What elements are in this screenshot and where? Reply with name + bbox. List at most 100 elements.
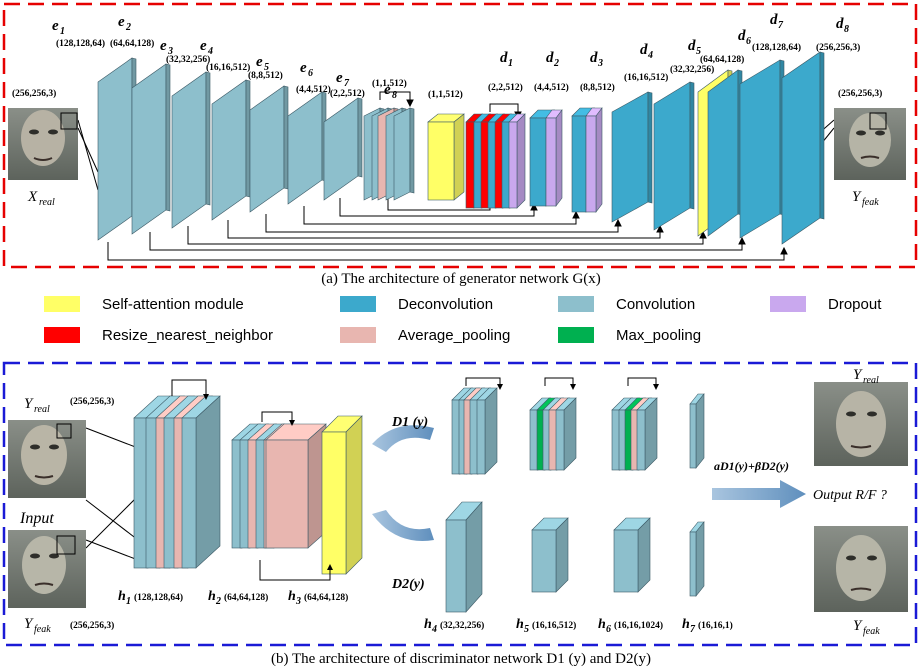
disc-label-h5: h 5 (16,16,512) xyxy=(516,617,576,635)
face-y-feak-left xyxy=(8,530,86,608)
svg-text:3: 3 xyxy=(167,46,173,57)
svg-text:6: 6 xyxy=(308,68,313,79)
h1-sub-layer xyxy=(181,395,221,569)
encoder-label-e6: e 6 (4,4,512) xyxy=(296,60,331,95)
svg-text:(4,4,512): (4,4,512) xyxy=(296,84,331,95)
input-connector xyxy=(85,495,139,549)
svg-text:7: 7 xyxy=(778,20,784,31)
svg-text:6: 6 xyxy=(606,624,611,635)
disc-block-h6 xyxy=(613,517,651,593)
svg-text:Y: Y xyxy=(852,189,862,205)
svg-text:(32,32,256): (32,32,256) xyxy=(670,64,714,75)
decoder-label-d1: d 1 (2,2,512) xyxy=(488,50,523,93)
h2-loop-head xyxy=(289,420,295,426)
svg-text:Y: Y xyxy=(853,367,863,383)
input-connector xyxy=(85,499,139,541)
d1-loop xyxy=(489,103,519,114)
legend-label: Self-attention module xyxy=(102,296,244,313)
disc-label-h3: h 3 (64,64,128) xyxy=(288,589,348,607)
h1-loop-head xyxy=(203,394,209,400)
svg-text:(32,32,256): (32,32,256) xyxy=(166,54,210,65)
input-connector xyxy=(77,119,99,191)
split-arrow-d2 xyxy=(372,510,434,541)
skip-connection xyxy=(107,242,785,261)
decoder-label-d3: d 3 (8,8,512) xyxy=(580,50,615,93)
svg-text:2: 2 xyxy=(215,596,221,607)
legend-swatch xyxy=(558,296,594,312)
y-real-left-label: Y real xyxy=(24,396,50,415)
decoder-block-d8 xyxy=(781,51,825,245)
svg-text:(4,4,512): (4,4,512) xyxy=(534,82,569,93)
encoder-block-e8 xyxy=(363,107,415,201)
disc-label-h4: h 4 (32,32,256) xyxy=(424,617,484,635)
d3-dropout xyxy=(585,107,603,213)
y-feak-right-label: Y feak xyxy=(853,618,880,637)
svg-text:h: h xyxy=(598,617,606,632)
d1-loop xyxy=(627,377,657,386)
d1-layer-c xyxy=(636,397,658,471)
skip-arrowhead xyxy=(614,218,622,227)
disc-label-h2: h 2 (64,64,128) xyxy=(208,589,268,607)
svg-text:3: 3 xyxy=(295,596,301,607)
legend-label: Deconvolution xyxy=(398,296,493,313)
svg-text:X: X xyxy=(27,189,38,205)
encoder-label-e5: e 5(8,8,512) xyxy=(248,54,283,81)
disc-block-h4 xyxy=(445,501,483,613)
svg-text:(256,256,3): (256,256,3) xyxy=(816,42,860,53)
disc-block-h2 xyxy=(231,423,327,549)
svg-text:(16,16,1): (16,16,1) xyxy=(698,620,733,631)
legend-label: Dropout xyxy=(828,296,882,313)
generator-blocks xyxy=(97,51,825,245)
skip-arrowhead xyxy=(780,246,788,255)
decoder-label-d2: d 2 (4,4,512) xyxy=(534,50,569,93)
svg-text:3: 3 xyxy=(597,58,603,69)
svg-text:feak: feak xyxy=(862,197,879,208)
d1-layer-a xyxy=(476,387,498,475)
svg-text:8: 8 xyxy=(392,90,397,101)
svg-text:h: h xyxy=(682,617,690,632)
svg-text:5: 5 xyxy=(696,46,701,57)
disc-block-h5 xyxy=(531,517,569,593)
decoder-block-d1 xyxy=(465,113,526,209)
svg-text:h: h xyxy=(288,589,296,604)
y-feak-dim: (256,256,3) xyxy=(70,620,114,631)
h2-loop xyxy=(261,411,293,422)
svg-text:2: 2 xyxy=(125,22,131,33)
d2-dropout xyxy=(545,109,563,207)
legend-label: Resize_nearest_neighbor xyxy=(102,327,273,344)
encoder-block-e5 xyxy=(249,85,289,213)
svg-text:(8,8,512): (8,8,512) xyxy=(248,70,283,81)
svg-text:d: d xyxy=(640,42,648,58)
encoder-block-e3 xyxy=(171,71,211,229)
svg-text:(128,128,64): (128,128,64) xyxy=(134,592,183,603)
legend-item-max-pool: Max_pooling xyxy=(558,327,701,344)
d1-loop-head xyxy=(653,384,659,390)
legend: Self-attention module Deconvolution Convol… xyxy=(44,296,882,344)
svg-text:d: d xyxy=(836,16,844,32)
skip-connection xyxy=(187,226,704,245)
discriminator-caption: (b) The architecture of discriminator ne… xyxy=(271,651,651,667)
disc-block-h1 xyxy=(133,395,221,569)
output-y-label: Y feak xyxy=(852,189,879,208)
d1-loop xyxy=(544,377,574,386)
legend-swatch xyxy=(340,327,376,343)
decoder-block-d3 xyxy=(571,107,603,213)
discriminator-frame xyxy=(2,361,918,647)
input-connector xyxy=(85,539,139,561)
encoder-label-e8: e 8(1,1,512) xyxy=(372,78,407,101)
disc-block-h3 xyxy=(321,415,363,575)
skip-connection xyxy=(303,206,577,225)
svg-text:h: h xyxy=(118,589,126,604)
encoder-label-e1: e 1(128,128,64) xyxy=(52,18,105,49)
attention-dim: (1,1,512) xyxy=(428,89,463,100)
disc-label-h1: h 1 (128,128,64) xyxy=(118,589,183,607)
skip-arrowhead xyxy=(738,236,746,245)
decoder-block-d4 xyxy=(611,91,653,223)
legend-item-self-attention: Self-attention module xyxy=(44,296,244,313)
svg-text:(2,2,512): (2,2,512) xyxy=(488,82,523,93)
skip-arrowhead xyxy=(530,202,538,211)
face-x-real xyxy=(8,108,78,180)
svg-text:h: h xyxy=(424,617,432,632)
encoder-label-e7: e 7(2,2,512) xyxy=(330,70,365,99)
y-real-right-label: Y real xyxy=(853,367,879,386)
